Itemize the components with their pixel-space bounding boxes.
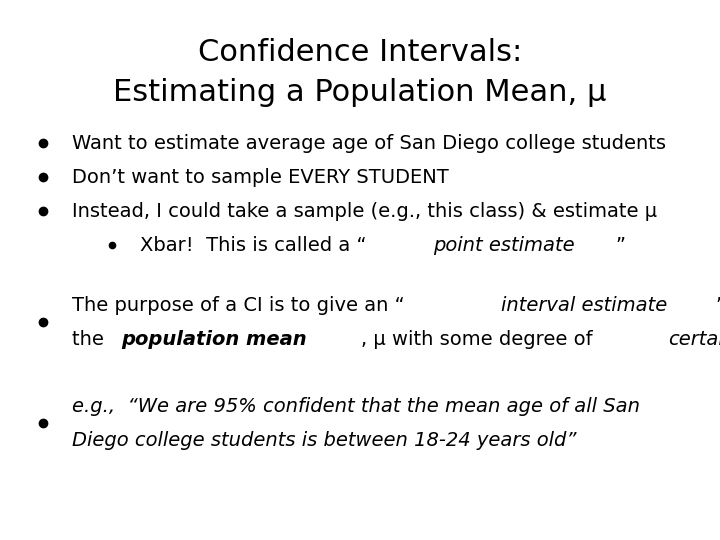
Text: The purpose of a CI is to give an “: The purpose of a CI is to give an “ [72,295,405,315]
Text: the: the [72,329,110,349]
Text: Instead, I could take a sample (e.g., this class) & estimate μ: Instead, I could take a sample (e.g., th… [72,201,657,221]
Text: Xbar!  This is called a “: Xbar! This is called a “ [140,235,367,255]
Text: Want to estimate average age of San Diego college students: Want to estimate average age of San Dieg… [72,133,666,153]
Text: certainty: certainty [667,329,720,349]
Text: , μ with some degree of: , μ with some degree of [361,329,598,349]
Text: Estimating a Population Mean, μ: Estimating a Population Mean, μ [113,78,607,107]
Text: ”: ” [616,235,626,255]
Text: point estimate: point estimate [433,235,575,255]
Text: e.g.,  “We are 95% confident that the mean age of all San: e.g., “We are 95% confident that the mea… [72,396,640,416]
Text: Confidence Intervals:: Confidence Intervals: [198,38,522,67]
Text: Don’t want to sample EVERY STUDENT: Don’t want to sample EVERY STUDENT [72,167,449,187]
Text: ” of: ” of [716,295,720,315]
Text: Diego college students is between 18-24 years old”: Diego college students is between 18-24 … [72,430,577,450]
Text: population mean: population mean [121,329,307,349]
Text: interval estimate: interval estimate [501,295,667,315]
